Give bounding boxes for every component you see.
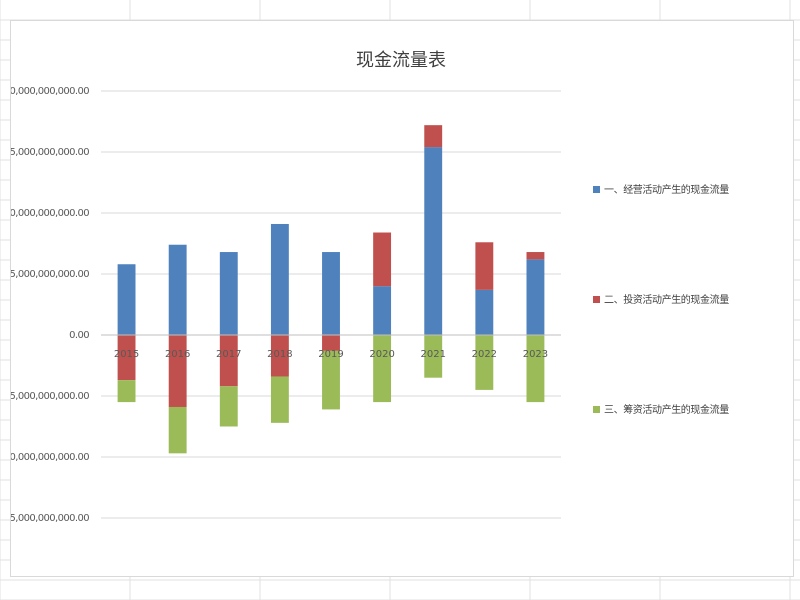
bar-segment-2-2017[interactable] (219, 335, 238, 387)
bar-segment-3-2022[interactable] (475, 335, 494, 390)
chart-title: 现金流量表 (356, 50, 446, 71)
bar-segment-3-2016[interactable] (168, 406, 187, 454)
y-axis-labels: 20,000,000,000.00 15,000,000,000.00 10,000… (11, 86, 90, 524)
y-tick-label: 10,000,000,000.00 (11, 208, 89, 219)
bar-segment-3-2019[interactable] (322, 350, 340, 410)
bar-segment-2-2015[interactable] (117, 335, 136, 381)
cash-flow-chart: 现金流量表 20,000,000,000.00 15,000,000,000.00… (11, 50, 730, 524)
x-axis-labels: 2015 2016 2017 2018 2019 2020 2021 2022 2023 (114, 349, 548, 360)
y-tick-label: -15,000,000,000.00 (11, 513, 89, 524)
legend-label-1: 一、经营活动产生的现金流量 (604, 183, 729, 196)
bar-segment-1-2015[interactable] (117, 264, 136, 335)
legend-swatch-3 (593, 406, 600, 413)
y-tick-label: 20,000,000,000.00 (11, 86, 89, 97)
bar-segment-3-2023[interactable] (526, 335, 545, 403)
legend-label-3: 三、筹资活动产生的现金流量 (604, 403, 729, 416)
x-tick-label: 2019 (318, 349, 343, 360)
bar-segment-3-2015[interactable] (117, 380, 136, 403)
bar-segment-2-2022[interactable] (475, 242, 494, 290)
bar-segment-1-2018[interactable] (270, 223, 289, 335)
legend-swatch-1 (593, 186, 600, 193)
y-tick-label: 15,000,000,000.00 (11, 147, 89, 158)
x-tick-label: 2018 (267, 349, 292, 360)
bar-segment-1-2023[interactable] (526, 259, 545, 335)
bar-segment-1-2019[interactable] (322, 252, 340, 335)
y-tick-label: 5,000,000,000.00 (11, 269, 89, 280)
bar-segment-1-2021[interactable] (424, 147, 443, 335)
bar-segment-3-2018[interactable] (270, 376, 289, 423)
chart-area[interactable]: 现金流量表 20,000,000,000.00 15,000,000,000.00… (10, 20, 794, 577)
bar-segment-2-2020[interactable] (373, 232, 392, 287)
x-tick-label: 2020 (369, 349, 394, 360)
x-tick-label: 2021 (420, 349, 445, 360)
bar-segment-2-2018[interactable] (270, 335, 289, 377)
legend-label-2: 二、投资活动产生的现金流量 (604, 293, 729, 306)
y-tick-label: -10,000,000,000.00 (11, 452, 89, 463)
bar-segment-1-2020[interactable] (373, 286, 392, 335)
x-tick-label: 2015 (114, 349, 139, 360)
bar-segment-3-2017[interactable] (219, 386, 238, 427)
legend-swatch-2 (593, 296, 600, 303)
bar-segment-2-2016[interactable] (168, 335, 187, 407)
bar-segment-2-2019[interactable] (322, 335, 340, 351)
y-tick-label: -5,000,000,000.00 (11, 391, 89, 402)
x-tick-label: 2016 (165, 349, 190, 360)
bar-segment-2-2021[interactable] (424, 125, 443, 148)
y-tick-label: 0.00 (69, 330, 89, 341)
x-tick-label: 2022 (472, 349, 497, 360)
x-tick-label: 2017 (216, 349, 241, 360)
bar-segment-1-2022[interactable] (475, 289, 494, 335)
bar-segment-1-2016[interactable] (168, 244, 187, 335)
bar-segment-3-2020[interactable] (373, 335, 392, 403)
bar-segment-1-2017[interactable] (219, 252, 238, 335)
plot-area (117, 125, 545, 454)
bar-segment-3-2021[interactable] (424, 335, 443, 378)
x-tick-label: 2023 (523, 349, 548, 360)
bar-segment-2-2023[interactable] (526, 252, 545, 260)
